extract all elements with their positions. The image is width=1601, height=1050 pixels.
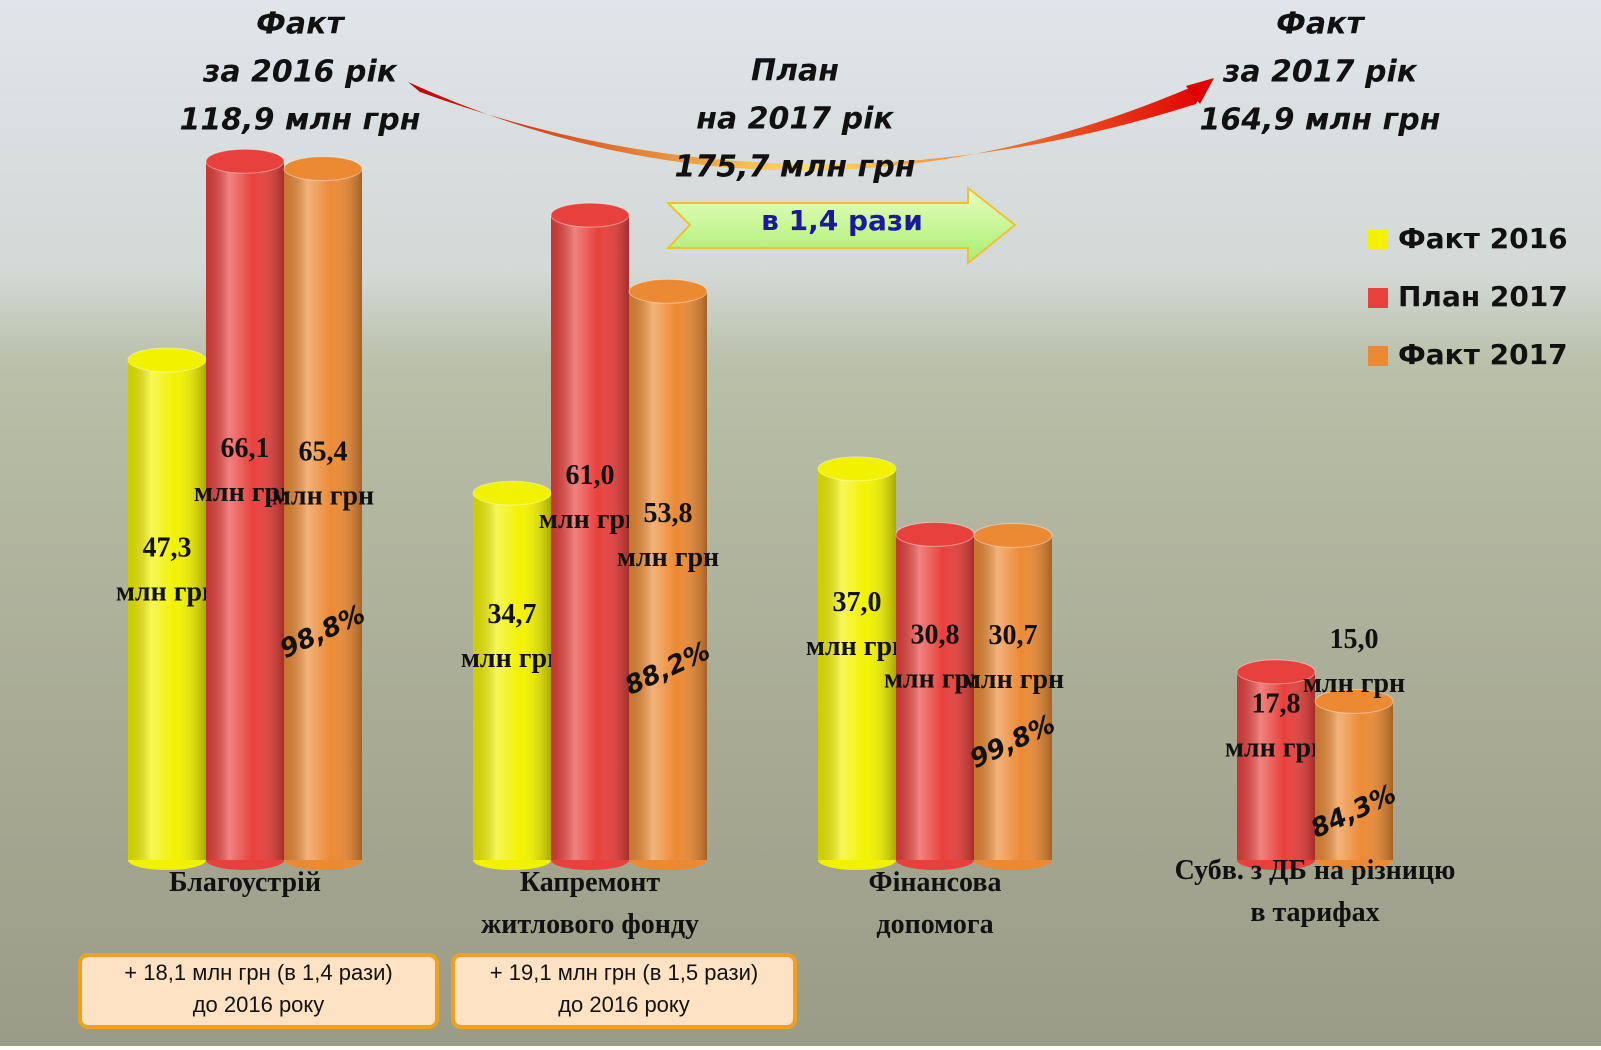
legend-label: План 2017: [1398, 280, 1568, 313]
cylinder: [629, 279, 707, 870]
value-label: 15,0: [1330, 624, 1379, 655]
annotation: План: [751, 54, 839, 89]
cylinder: [974, 523, 1052, 870]
shading: [896, 534, 974, 860]
annotation: Факт: [1276, 7, 1365, 42]
cylinder: [284, 157, 362, 870]
value-unit: млн грн: [1225, 732, 1327, 763]
annotation: 164,9 млн грн: [1200, 103, 1441, 138]
category-line: Капремонт: [520, 867, 661, 898]
value-unit: млн грн: [116, 576, 218, 607]
shading: [974, 535, 1052, 860]
shading: [551, 215, 629, 860]
value-label: 47,3: [143, 532, 192, 563]
category-line: допомога: [876, 909, 993, 940]
value-label: 53,8: [644, 498, 693, 529]
shading: [284, 169, 362, 860]
value-unit: млн грн: [461, 643, 563, 674]
value-label: 17,8: [1252, 688, 1301, 719]
note-text: до 2016 року: [558, 992, 690, 1017]
cylinder: [473, 481, 551, 870]
cylinder-top: [473, 481, 551, 505]
shading: [128, 360, 206, 860]
cylinder: [551, 203, 629, 870]
x-tick-label: Благоустрій: [169, 867, 321, 898]
value-unit: млн грн: [617, 542, 719, 573]
category-line: житлового фонду: [481, 909, 699, 940]
annotation: 118,9 млн грн: [180, 103, 421, 138]
legend-swatch: [1368, 230, 1388, 250]
note-text: до 2016 року: [193, 992, 325, 1017]
value-label: 30,7: [989, 620, 1038, 651]
legend-swatch: [1368, 288, 1388, 308]
shading: [473, 493, 551, 860]
annotation: на 2017 рік: [696, 102, 894, 137]
category-line: Субв. з ДБ на різницю: [1175, 855, 1456, 886]
annotation: Факт: [256, 7, 345, 42]
value-unit: млн грн: [806, 631, 908, 662]
note-text: + 19,1 млн грн (в 1,5 рази): [490, 960, 758, 985]
value-label: 66,1: [221, 433, 270, 464]
chart: в 1,4 рази Факт за 2016 рік 118,9 млн грн П…: [0, 0, 1601, 1046]
cylinder-top: [128, 348, 206, 372]
cylinder-top: [974, 523, 1052, 547]
legend-label: Факт 2017: [1398, 338, 1568, 371]
value-unit: млн грн: [962, 664, 1064, 695]
cylinder: [1315, 689, 1393, 870]
value-unit: млн грн: [272, 481, 374, 512]
category-line: Благоустрій: [169, 867, 321, 898]
cylinder-top: [818, 457, 896, 481]
annotation: за 2016 рік: [202, 55, 398, 90]
value-label: 37,0: [833, 587, 882, 618]
cylinder: [896, 522, 974, 870]
value-label: 61,0: [566, 460, 615, 491]
annotation: за 2017 рік: [1222, 55, 1418, 90]
legend-swatch: [1368, 346, 1388, 366]
note-text: + 18,1 млн грн (в 1,4 рази): [124, 960, 392, 985]
cylinder-top: [206, 149, 284, 173]
growth-label: в 1,4 рази: [761, 204, 923, 237]
cylinder-top: [284, 157, 362, 181]
legend-label: Факт 2016: [1398, 222, 1568, 255]
category-line: Фінансова: [869, 867, 1002, 898]
annotation: 175,7 млн грн: [675, 150, 916, 185]
value-unit: млн грн: [539, 504, 641, 535]
shading: [629, 291, 707, 860]
cylinder-top: [629, 279, 707, 303]
value-label: 34,7: [488, 599, 537, 630]
cylinder-top: [551, 203, 629, 227]
value-unit: млн грн: [1303, 668, 1405, 699]
value-label: 65,4: [299, 437, 348, 468]
cylinder-top: [896, 522, 974, 546]
category-line: в тарифах: [1250, 897, 1379, 928]
cylinder: [128, 348, 206, 870]
value-label: 30,8: [911, 620, 960, 651]
